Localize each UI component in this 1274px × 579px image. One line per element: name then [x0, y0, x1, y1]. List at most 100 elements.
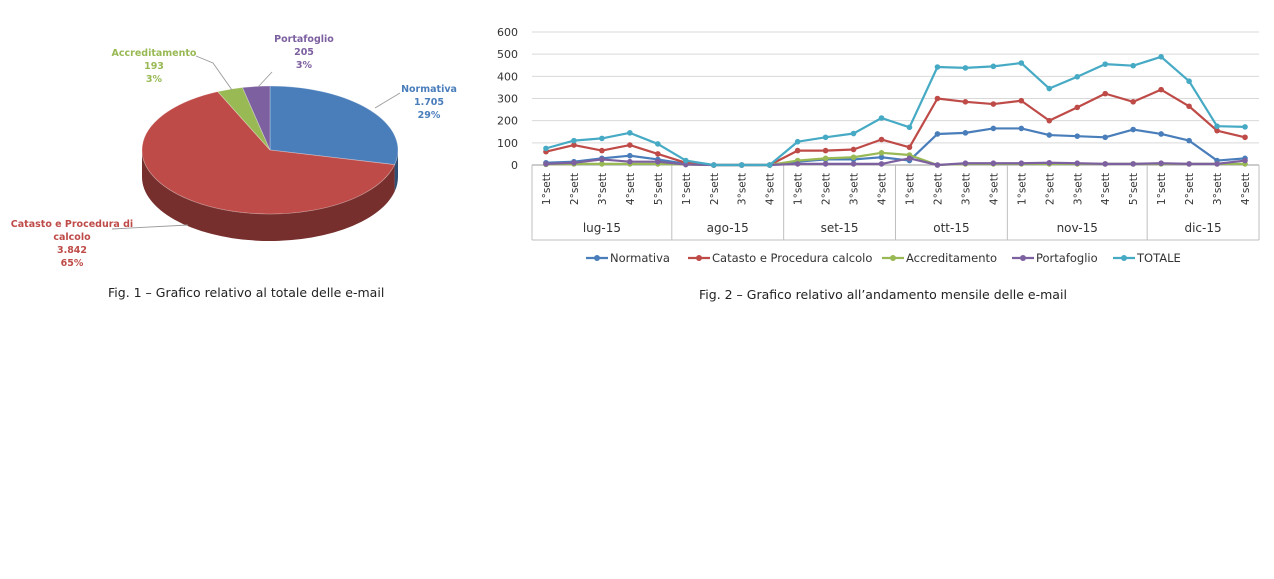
- x-tick-label: 3°sett: [1072, 173, 1084, 205]
- data-point-portafoglio: [822, 161, 829, 167]
- data-point-normativa: [1186, 137, 1192, 144]
- line-chart: 0 100 200 300 400 500 600 1°sett 2°sett 3°sett 4°…: [497, 26, 1260, 265]
- legend-label: Catasto e Procedura calcolo: [712, 251, 872, 265]
- x-tick-label: 1°sett: [793, 173, 805, 205]
- legend-item-catasto-e-procedura-calcolo: Catasto e Procedura calcolo: [688, 251, 872, 265]
- pie-slice-catasto-e-procedura-di-calcolo: [141, 91, 396, 215]
- x-tick-label: 1°sett: [541, 173, 553, 205]
- legend-item-totale: TOTALE: [1113, 251, 1181, 265]
- y-tick-label: 100: [497, 137, 518, 150]
- pie-label-accreditamento-percent: 3%: [146, 74, 163, 85]
- series-line-catasto-e-procedura-calcolo: [545, 88, 1246, 167]
- data-point-catasto-e-procedura-calcolo: [1242, 134, 1248, 141]
- data-point-normativa: [962, 130, 969, 136]
- data-point-catasto-e-procedura-calcolo: [571, 142, 577, 148]
- data-point-catasto-e-procedura-calcolo: [794, 147, 801, 154]
- series-catasto-e-procedura-calcolo: [543, 86, 1248, 168]
- x-tick-label: 5°sett: [653, 173, 665, 205]
- x-group-label-ago-15: ago-15: [707, 221, 749, 235]
- data-point-totale: [543, 145, 549, 152]
- data-point-portafoglio: [543, 161, 549, 167]
- pie-leader-portafoglio: [257, 71, 273, 88]
- data-point-accreditamento: [850, 154, 857, 161]
- pie-label-accreditamento: Accreditamento: [112, 48, 197, 59]
- data-point-portafoglio: [655, 158, 661, 165]
- x-tick-label: 4°sett: [877, 173, 889, 205]
- x-tick-label: 2°sett: [569, 173, 581, 205]
- data-point-totale: [627, 130, 633, 136]
- data-point-catasto-e-procedura-calcolo: [906, 144, 913, 151]
- legend-label: Normativa: [610, 251, 670, 265]
- pie-leader-accreditamento: [195, 55, 233, 91]
- series-portafoglio: [543, 155, 1248, 168]
- pie-label-normativa-value: 1.705: [414, 97, 444, 108]
- data-point-totale: [1186, 78, 1192, 85]
- data-point-totale: [599, 135, 605, 142]
- x-tick-label: 3°sett: [960, 173, 972, 205]
- data-point-totale: [878, 115, 885, 121]
- pie-depth: [142, 150, 398, 241]
- data-point-normativa: [878, 154, 885, 161]
- data-point-catasto-e-procedura-calcolo: [599, 147, 605, 154]
- data-point-normativa: [934, 131, 941, 137]
- data-point-portafoglio: [1074, 160, 1081, 167]
- data-point-totale: [738, 162, 745, 168]
- chart-gridlines: [532, 31, 1259, 166]
- legend-item-normativa: Normativa: [586, 251, 670, 265]
- data-point-portafoglio: [1046, 159, 1053, 166]
- data-point-totale: [766, 162, 773, 168]
- legend-label: Portafoglio: [1036, 251, 1098, 265]
- chart-series: [543, 54, 1248, 168]
- data-point-totale: [850, 130, 857, 137]
- pie-label-portafoglio-percent: 3%: [296, 60, 313, 71]
- data-point-catasto-e-procedura-calcolo: [1046, 117, 1053, 124]
- legend-label: Accreditamento: [906, 251, 997, 265]
- x-tick-label: 3°sett: [597, 173, 609, 205]
- x-tick-label: 5°sett: [1128, 173, 1140, 205]
- y-tick-label: 0: [511, 159, 518, 172]
- x-axis: 1°sett 2°sett 3°sett 4°sett 5°sett 1°sett 2°se…: [531, 165, 1260, 241]
- data-point-catasto-e-procedura-calcolo: [850, 146, 857, 153]
- x-tick-label: 4°sett: [625, 173, 637, 205]
- data-point-accreditamento: [599, 161, 605, 167]
- x-tick-label: 1°sett: [1016, 173, 1028, 205]
- data-point-normativa: [1130, 126, 1136, 133]
- x-tick-label: 2°sett: [1184, 173, 1196, 205]
- data-point-normativa: [1158, 131, 1164, 137]
- legend-item-accreditamento: Accreditamento: [882, 251, 997, 265]
- y-axis-tick-labels: 0 100 200 300 400 500 600: [497, 26, 518, 172]
- x-group-label-nov-15: nov-15: [1057, 221, 1098, 235]
- legend-label: TOTALE: [1136, 251, 1181, 265]
- x-tick-label: 4°sett: [765, 173, 777, 205]
- x-tick-label: 4°sett: [1240, 173, 1252, 205]
- fig2-caption: Fig. 2 – Grafico relativo all’andamento …: [699, 287, 1067, 302]
- data-point-portafoglio: [599, 156, 605, 163]
- data-point-portafoglio: [1158, 160, 1164, 167]
- data-point-catasto-e-procedura-calcolo: [878, 136, 885, 143]
- series-line-totale: [545, 55, 1246, 167]
- pie-label-portafoglio: Portafoglio: [274, 34, 334, 45]
- data-point-catasto-e-procedura-calcolo: [1158, 86, 1164, 93]
- pie-leader-normativa: [374, 92, 401, 109]
- y-tick-label: 200: [497, 115, 518, 128]
- y-tick-label: 400: [497, 70, 518, 83]
- data-point-catasto-e-procedura-calcolo: [1186, 103, 1192, 110]
- data-point-catasto-e-procedura-calcolo: [822, 147, 829, 154]
- legend-swatch-marker: [696, 255, 702, 261]
- pie-label-accreditamento-value: 193: [144, 61, 164, 72]
- pie-labels: Normativa 1.705 29% Catasto e Procedura di c…: [11, 34, 457, 269]
- data-point-normativa: [1102, 134, 1109, 141]
- pie-slice-side-normativa: [394, 150, 398, 192]
- pie-label-normativa: Normativa: [401, 84, 457, 95]
- data-point-totale: [822, 134, 829, 141]
- x-group-label-set-15: set-15: [821, 221, 859, 235]
- data-point-totale: [962, 65, 969, 71]
- pie-leader-lines: [111, 55, 401, 230]
- data-point-portafoglio: [1018, 160, 1025, 167]
- data-point-catasto-e-procedura-calcolo: [1214, 127, 1220, 134]
- x-tick-label: 3°sett: [737, 173, 749, 205]
- x-group-label-dic-15: dic-15: [1184, 221, 1221, 235]
- x-tick-label: 1°sett: [1156, 173, 1168, 205]
- data-point-totale: [990, 63, 997, 70]
- pie-label-catasto-e-procedura-di-calcolo-value: 3.842: [57, 245, 87, 256]
